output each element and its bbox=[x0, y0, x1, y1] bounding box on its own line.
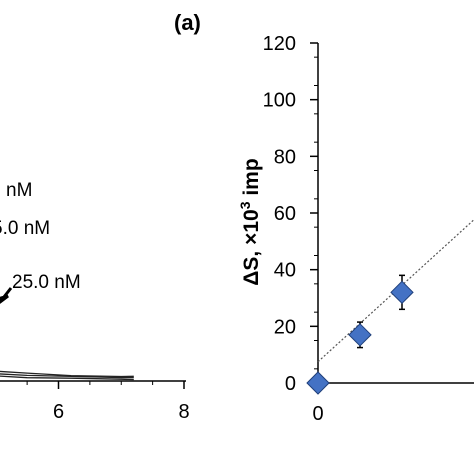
panel-label: (a) bbox=[174, 10, 201, 35]
y-axis-label: ΔS, ×103 imp bbox=[237, 158, 263, 285]
right-y-tick-label: 40 bbox=[274, 260, 296, 282]
right-y-tick-label: 0 bbox=[285, 373, 296, 395]
annotation-label: 25.0 nM bbox=[12, 272, 81, 293]
y-label-times-ten: , ×10 bbox=[240, 209, 263, 256]
data-point-marker bbox=[390, 280, 414, 305]
left-series-line bbox=[0, 370, 134, 378]
right-y-tick-label: 100 bbox=[263, 90, 296, 112]
trendline bbox=[317, 218, 474, 363]
annotation-label: 5.0 nM bbox=[0, 218, 50, 239]
right-x-tick-label: 0 bbox=[312, 403, 323, 425]
right-y-tick-label: 20 bbox=[274, 316, 296, 338]
data-point-marker bbox=[348, 323, 372, 347]
left-x-tick-label: 8 bbox=[178, 401, 189, 423]
annotation-leader bbox=[0, 287, 13, 304]
y-label-delta-s: ΔS bbox=[240, 257, 263, 286]
y-label-exponent: 3 bbox=[237, 201, 253, 209]
right-y-tick-label: 80 bbox=[274, 146, 296, 168]
left-x-tick-label: 6 bbox=[53, 401, 64, 423]
right-chart: (a) ΔS, ×103 imp 0 20 40 60 80 100 120 0 bbox=[174, 10, 474, 425]
right-y-tick-label: 60 bbox=[274, 203, 296, 225]
right-y-tick-label: 120 bbox=[263, 33, 296, 55]
left-series-line bbox=[0, 375, 134, 381]
y-label-unit: imp bbox=[240, 158, 263, 201]
annotation-label: nM bbox=[6, 180, 32, 201]
left-series-line bbox=[0, 373, 134, 379]
data-point-marker bbox=[306, 371, 330, 395]
left-chart: 6 8 nM 5.0 nM 25.0 nM bbox=[0, 180, 190, 423]
